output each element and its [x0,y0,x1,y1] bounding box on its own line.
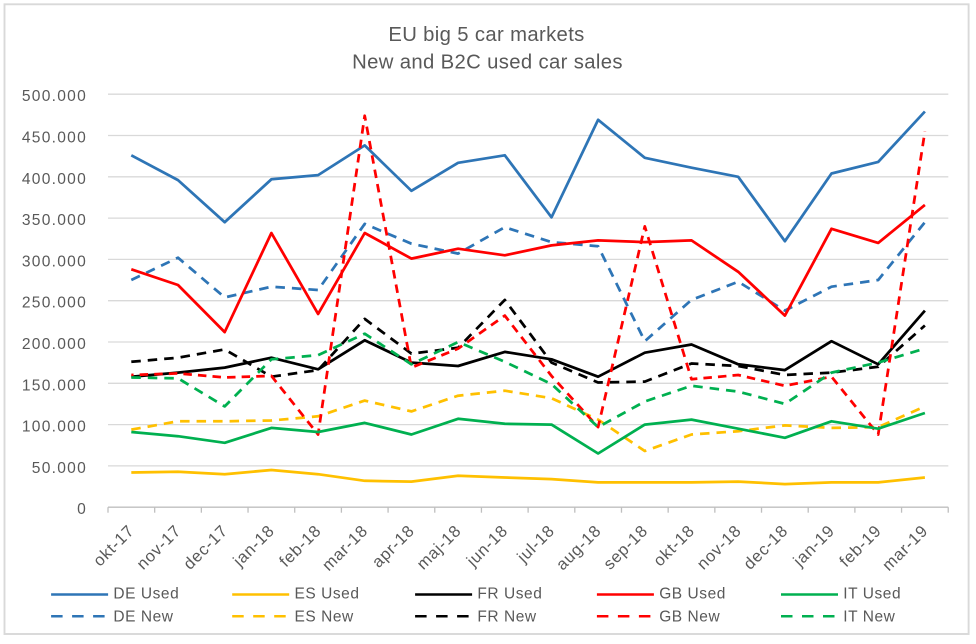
svg-text:GB New: GB New [659,609,720,626]
svg-text:DE New: DE New [113,609,173,626]
svg-text:ES New: ES New [295,609,355,626]
svg-text:400.000: 400.000 [22,171,87,188]
svg-text:50.000: 50.000 [32,460,87,477]
svg-text:FR Used: FR Used [477,586,542,603]
svg-text:IT Used: IT Used [843,586,901,603]
svg-text:ES Used: ES Used [295,586,360,603]
svg-text:DE Used: DE Used [113,586,179,603]
svg-text:FR New: FR New [477,609,537,626]
svg-text:IT New: IT New [843,609,895,626]
svg-text:300.000: 300.000 [22,253,87,270]
svg-text:GB Used: GB Used [659,586,726,603]
svg-text:0: 0 [77,501,87,518]
svg-text:EU big 5 car markets: EU big 5 car markets [388,24,584,46]
svg-text:450.000: 450.000 [22,130,87,147]
svg-text:350.000: 350.000 [22,212,87,229]
svg-text:250.000: 250.000 [22,295,87,312]
svg-text:100.000: 100.000 [22,419,87,436]
svg-text:New and B2C used car sales: New and B2C used car sales [352,52,623,74]
svg-text:150.000: 150.000 [22,377,87,394]
svg-text:200.000: 200.000 [22,336,87,353]
svg-text:500.000: 500.000 [22,88,87,105]
